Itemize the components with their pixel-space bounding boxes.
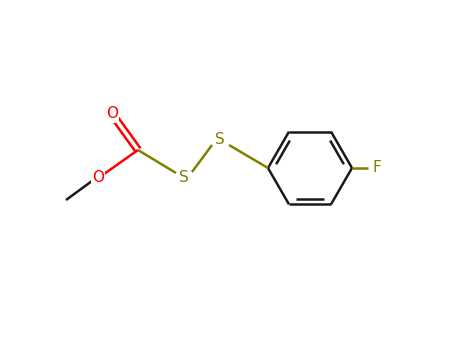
Text: F: F: [373, 161, 381, 175]
Text: O: O: [92, 170, 104, 186]
Text: O: O: [106, 106, 118, 121]
Text: S: S: [179, 170, 189, 186]
Text: S: S: [215, 133, 225, 147]
